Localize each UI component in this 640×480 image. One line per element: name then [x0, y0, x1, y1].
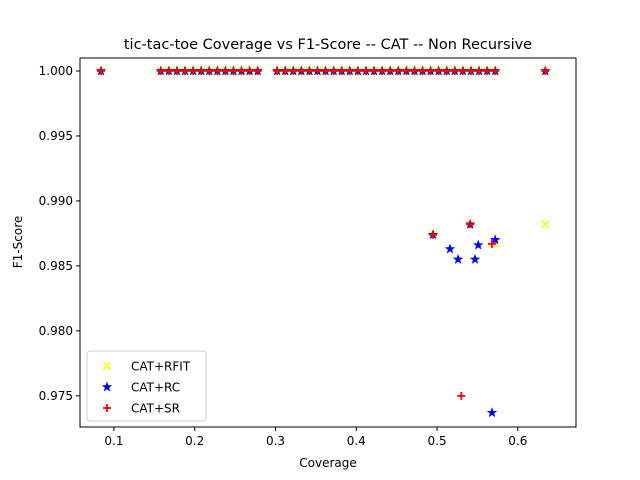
data-point	[442, 66, 451, 75]
x-tick-label: 0.2	[185, 434, 204, 448]
data-point	[410, 66, 419, 75]
data-point	[313, 66, 322, 75]
legend-label: CAT+SR	[131, 402, 180, 416]
x-tick-label: 0.4	[347, 434, 366, 448]
data-point	[197, 66, 206, 75]
data-point	[345, 66, 354, 75]
y-tick-label: 1.000	[39, 64, 73, 78]
legend-entry: CAT+RC	[101, 381, 180, 395]
legend: CAT+RFIT CAT+RC CAT+SR	[86, 350, 207, 422]
y-tick-label: 0.975	[39, 389, 73, 403]
data-point	[321, 66, 330, 75]
data-point	[337, 66, 346, 75]
data-point	[353, 66, 362, 75]
data-point	[297, 66, 306, 75]
data-point	[434, 66, 443, 75]
data-point	[221, 66, 230, 75]
y-tick-label: 0.995	[39, 129, 73, 143]
data-point	[475, 66, 484, 75]
data-point	[452, 253, 464, 264]
data-point	[386, 66, 395, 75]
data-point	[426, 66, 435, 75]
data-point	[253, 66, 262, 75]
legend-marker-icon	[102, 361, 112, 371]
data-point	[229, 66, 238, 75]
legend-marker-icon	[101, 381, 113, 392]
data-point	[469, 253, 481, 264]
data-point	[305, 66, 314, 75]
data-point	[450, 66, 459, 75]
legend-entries: CAT+RFIT CAT+RC CAT+SR	[101, 360, 191, 416]
data-point	[164, 66, 173, 75]
data-point	[473, 239, 484, 250]
y-tick-label: 0.985	[39, 259, 73, 273]
data-point	[458, 66, 467, 75]
chart-title: tic-tac-toe Coverage vs F1-Score -- CAT …	[124, 37, 532, 53]
data-point	[541, 220, 550, 229]
data-point	[370, 66, 379, 75]
data-point	[466, 66, 475, 75]
data-point	[245, 66, 254, 75]
x-tick-label: 0.5	[428, 434, 447, 448]
axes-frame	[79, 57, 577, 428]
plot-area	[95, 65, 551, 418]
data-point	[487, 239, 496, 248]
x-tick-label: 0.6	[508, 434, 527, 448]
data-point	[172, 66, 181, 75]
data-point	[361, 66, 370, 75]
data-point	[281, 66, 290, 75]
legend-marker-icon	[103, 404, 111, 412]
x-tick-label: 0.1	[104, 434, 123, 448]
data-point	[156, 66, 165, 75]
data-point	[429, 230, 438, 239]
legend-box	[86, 350, 207, 422]
y-axis: 0.975 0.980 0.985 0.990 0.995 1.000	[39, 64, 80, 403]
legend-label: CAT+RC	[131, 381, 180, 395]
data-point	[181, 66, 190, 75]
data-point	[402, 66, 411, 75]
legend-label: CAT+RFIT	[131, 360, 191, 374]
data-point	[213, 66, 222, 75]
y-axis-label: F1-Score	[11, 216, 25, 268]
data-point	[457, 391, 466, 400]
data-point	[490, 234, 501, 245]
data-point	[486, 407, 498, 418]
data-point	[466, 220, 475, 229]
data-point	[189, 66, 198, 75]
data-point	[237, 66, 246, 75]
data-point	[444, 243, 456, 254]
data-point	[329, 66, 338, 75]
data-point	[483, 66, 492, 75]
data-point	[97, 66, 106, 75]
legend-entry: CAT+SR	[103, 402, 180, 416]
x-axis: 0.1 0.2 0.3 0.4 0.5 0.6	[104, 427, 527, 448]
data-point	[378, 66, 387, 75]
data-point	[273, 66, 282, 75]
y-tick-label: 0.990	[39, 194, 73, 208]
data-point	[394, 66, 403, 75]
series-cat-sr	[97, 66, 550, 400]
x-axis-label: Coverage	[299, 456, 357, 470]
y-tick-label: 0.980	[39, 324, 73, 338]
x-tick-label: 0.3	[266, 434, 285, 448]
data-point	[289, 66, 298, 75]
legend-entry: CAT+RFIT	[102, 360, 191, 374]
data-point	[541, 66, 550, 75]
data-point	[205, 66, 214, 75]
data-point	[418, 66, 427, 75]
data-point	[491, 66, 500, 75]
